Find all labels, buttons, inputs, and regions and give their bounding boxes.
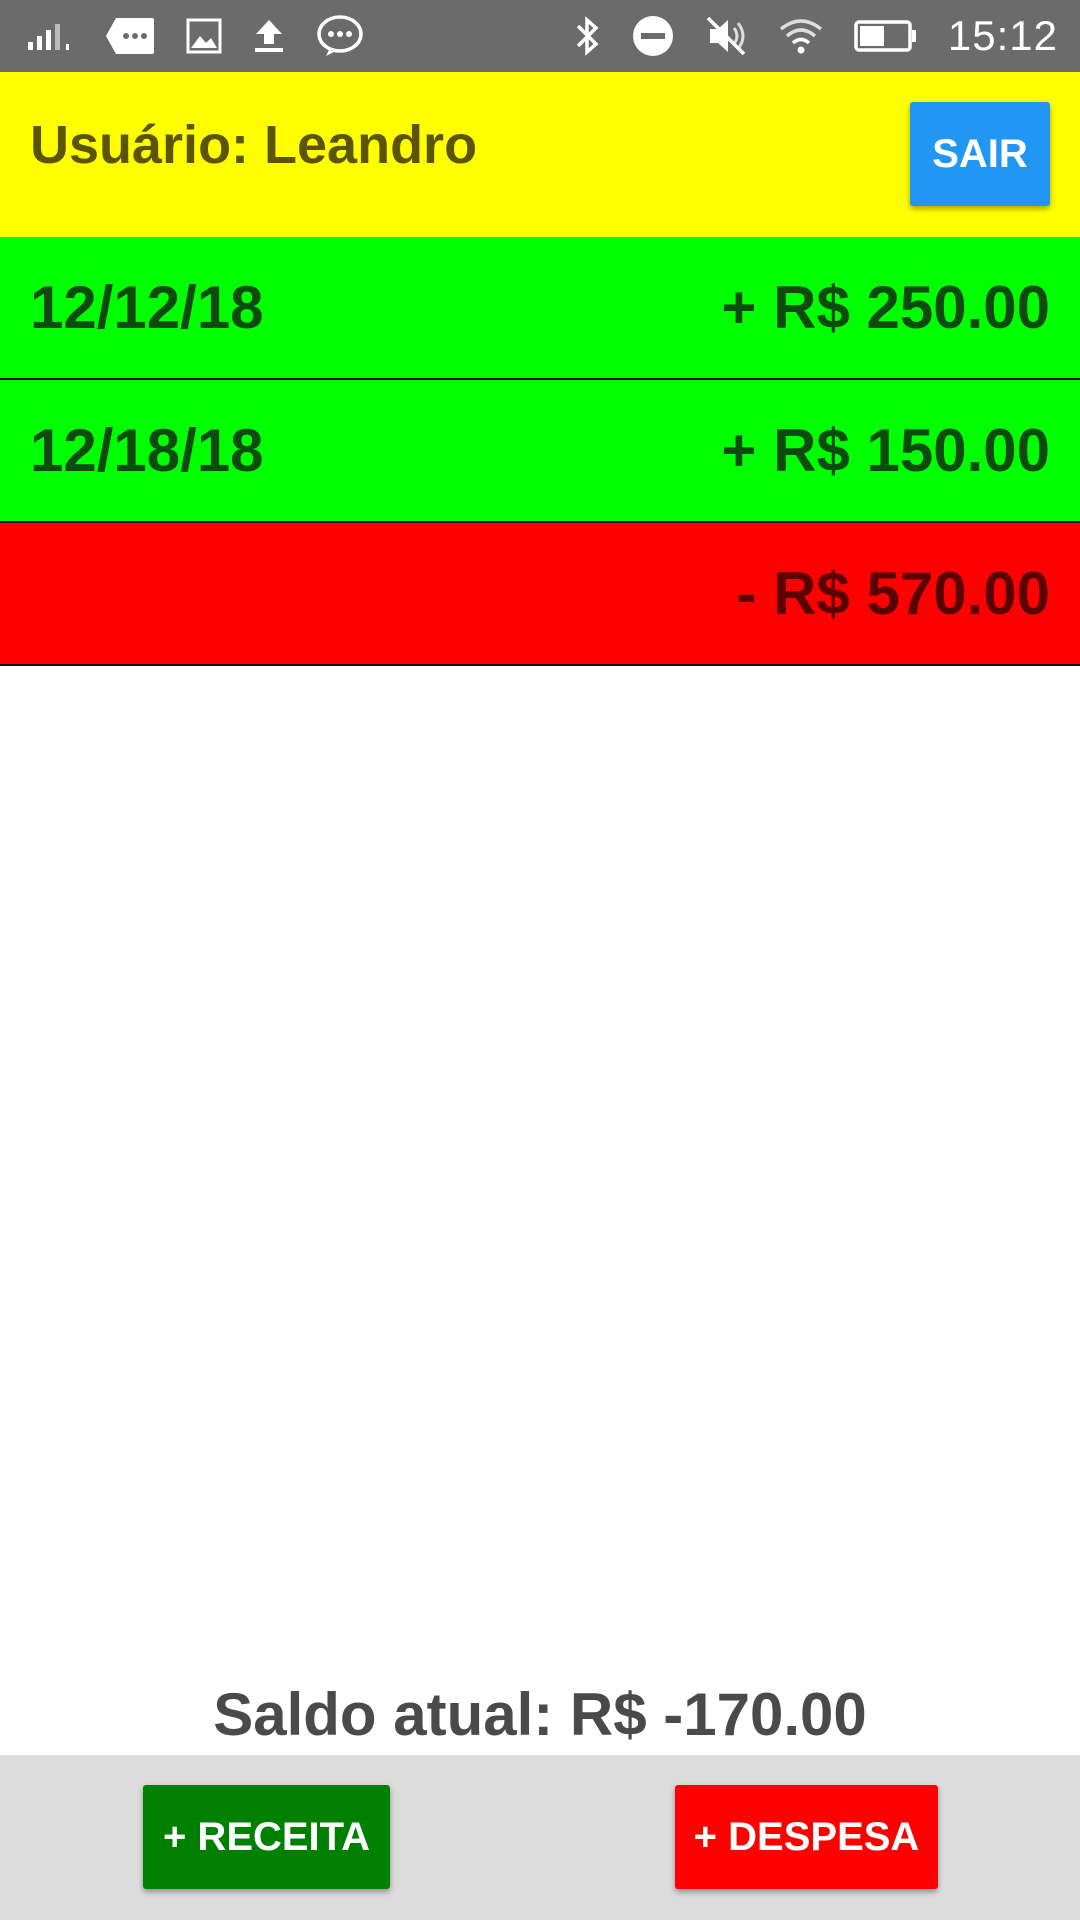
status-bar: 15:12 (0, 0, 1080, 72)
transaction-date: 12/12/18 (30, 274, 264, 341)
transactions-list: 12/12/18 + R$ 250.00 12/18/18 + R$ 150.0… (0, 237, 1080, 666)
image-icon (186, 18, 222, 54)
transaction-amount: + R$ 250.00 (721, 274, 1050, 341)
chat-icon (316, 14, 364, 58)
battery-icon (854, 19, 918, 53)
wifi-icon (778, 17, 824, 55)
message-icon (104, 16, 156, 56)
signal-icon (26, 20, 74, 52)
transaction-row[interactable]: 12/12/18 + R$ 250.00 (0, 237, 1080, 380)
status-bar-right: 15:12 (574, 12, 1058, 60)
transaction-row[interactable]: - R$ 570.00 (0, 523, 1080, 666)
status-bar-left (26, 14, 364, 58)
user-label: Usuário: Leandro (30, 115, 478, 175)
transaction-amount: - R$ 570.00 (736, 560, 1050, 627)
transaction-amount: + R$ 150.00 (721, 417, 1050, 484)
do-not-disturb-icon (632, 15, 674, 57)
add-expense-button[interactable]: + DESPESA (675, 1785, 938, 1889)
add-income-button[interactable]: + RECEITA (143, 1785, 390, 1889)
status-time: 15:12 (947, 12, 1058, 59)
upload-icon (252, 18, 286, 54)
logout-button[interactable]: SAIR (910, 102, 1050, 206)
bluetooth-icon (574, 14, 602, 58)
transaction-row[interactable]: 12/18/18 + R$ 150.00 (0, 380, 1080, 523)
bottom-bar: + RECEITA + DESPESA (0, 1755, 1080, 1920)
header: Usuário: Leandro SAIR (0, 72, 1080, 237)
mute-icon (704, 14, 748, 58)
balance-label: Saldo atual: R$ -170.00 (213, 1681, 867, 1748)
transaction-date: 12/18/18 (30, 417, 264, 484)
